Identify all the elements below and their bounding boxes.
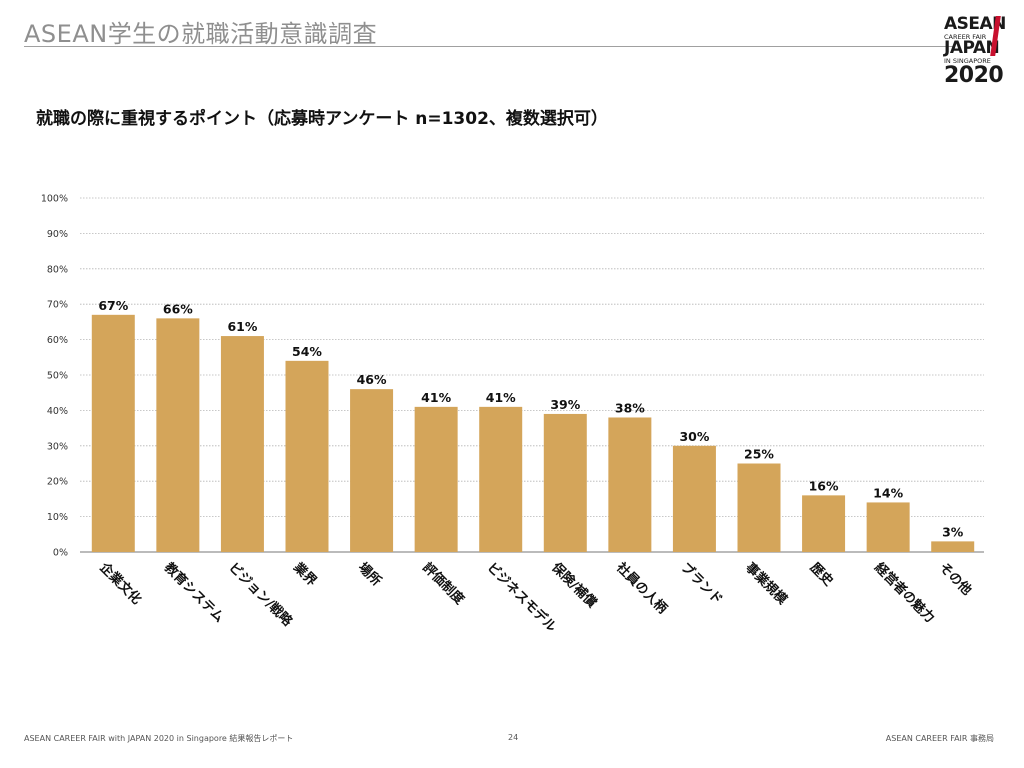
data-label: 46% [357,372,387,387]
y-tick-label: 0% [53,548,68,559]
x-tick-label: 業界 [289,559,319,589]
data-label: 41% [421,390,451,405]
data-label: 54% [292,344,322,359]
logo-line-1: ASEAN [944,14,1006,34]
chart-title: 就職の際に重視するポイント（応募時アンケート n=1302、複数選択可） [36,109,608,129]
y-tick-label: 100% [41,194,68,205]
bar [866,502,910,552]
bar [285,360,329,552]
bar [608,417,652,552]
bar [91,314,135,552]
data-label: 16% [809,478,839,493]
data-label: 61% [227,319,257,334]
x-tick-label: 社員の人柄 [612,559,670,617]
footer-page-number: 24 [508,733,519,742]
logo-line-5: 2020 [944,63,1004,88]
x-tick-label: 歴史 [807,560,837,590]
y-tick-label: 20% [47,477,68,488]
y-tick-label: 10% [47,512,68,523]
bar [220,336,264,552]
bar [672,445,716,552]
footer-organizer: ASEAN CAREER FAIR 事務局 [885,734,994,743]
x-tick-label: 経営者の魅力 [871,560,937,626]
x-tick-label: 事業規模 [742,560,791,609]
data-label: 66% [163,301,193,316]
data-label: 3% [942,524,964,539]
logo-line-4: IN SINGAPORE [944,57,991,65]
bar [414,406,458,552]
data-label: 14% [873,485,903,500]
x-tick-label: 評価制度 [419,560,468,609]
logo-line-2: CAREER FAIR [944,33,987,41]
y-tick-label: 70% [47,300,68,311]
y-tick-label: 30% [47,441,68,452]
footer-report-name: ASEAN CAREER FAIR with JAPAN 2020 in Sin… [24,734,294,743]
y-tick-label: 60% [47,335,68,346]
x-tick-label: ビジョン/戦略 [226,560,297,631]
y-tick-label: 40% [47,406,68,417]
x-tick-label: その他 [936,560,975,599]
y-tick-label: 50% [47,371,68,382]
x-tick-label: 場所 [355,560,385,590]
x-tick-label: ビジネスモデル [484,560,560,636]
x-tick-label: 企業文化 [96,559,145,608]
page-title: ASEAN学生の就職活動意識調査 [24,20,378,48]
bar [156,318,200,552]
data-label: 25% [744,447,774,462]
header-divider [24,46,954,47]
asean-career-fair-logo: ASEAN CAREER FAIR JAPAN IN SINGAPORE 202… [944,14,1006,88]
y-tick-label: 80% [47,264,68,275]
y-tick-label: 90% [47,229,68,240]
x-tick-label: 教育システム [160,559,227,626]
bar [802,495,846,552]
data-label: 39% [550,397,580,412]
x-tick-label: ブランド [678,560,726,608]
logo-line-3: JAPAN [944,38,1000,58]
data-label: 41% [486,390,516,405]
data-label: 67% [98,298,128,313]
bar [479,406,523,552]
bar [737,463,781,552]
x-tick-label: 保険/補償 [548,559,601,612]
data-label: 38% [615,400,645,415]
bar [931,541,975,552]
bar [543,413,587,552]
data-label: 30% [679,429,709,444]
bar [350,389,394,552]
